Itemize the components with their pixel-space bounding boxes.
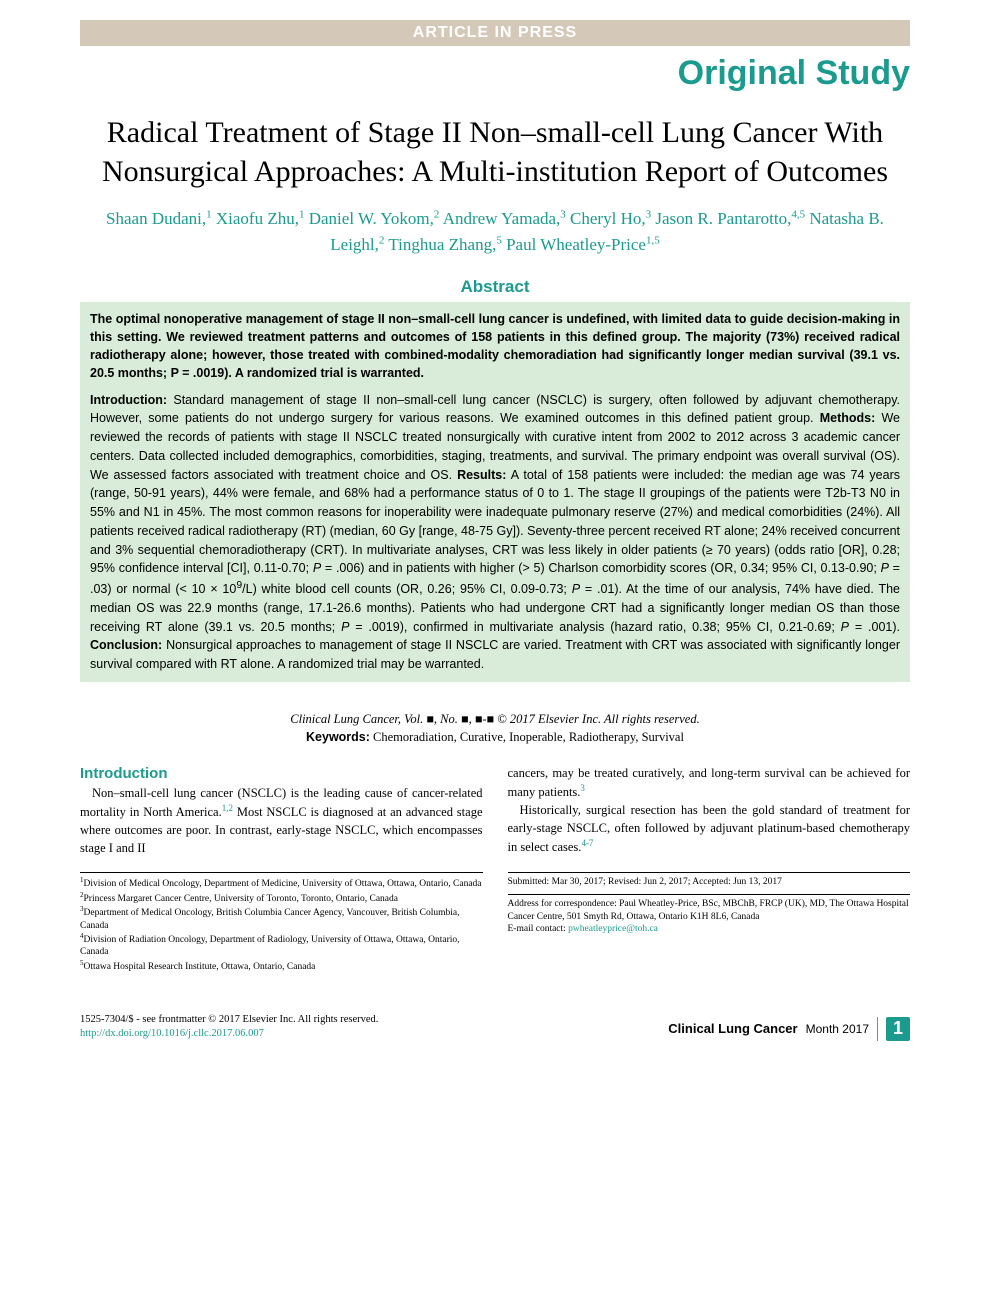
email-link[interactable]: pwheatleyprice@toh.ca xyxy=(568,924,658,934)
authors-list: Shaan Dudani,1 Xiaofu Zhu,1 Daniel W. Yo… xyxy=(0,206,990,277)
page-footer: 1525-7304/$ - see frontmatter © 2017 Els… xyxy=(0,973,990,1060)
affil-1: 1Division of Medical Oncology, Departmen… xyxy=(80,876,483,891)
divider xyxy=(508,872,911,873)
abstract-section: Abstract The optimal nonoperative manage… xyxy=(80,277,910,697)
body-columns: Introduction Non–small-cell lung cancer … xyxy=(0,765,990,857)
affil-3: 3Department of Medical Oncology, British… xyxy=(80,905,483,932)
original-study-text: Original Study xyxy=(678,54,910,92)
affiliations-block: 1Division of Medical Oncology, Departmen… xyxy=(0,872,990,973)
keywords-line: Keywords: Chemoradiation, Curative, Inop… xyxy=(0,730,990,765)
affiliations-left: 1Division of Medical Oncology, Departmen… xyxy=(80,872,483,973)
correspondence-address: Address for correspondence: Paul Wheatle… xyxy=(508,898,911,923)
left-column: Introduction Non–small-cell lung cancer … xyxy=(80,765,483,857)
introduction-heading: Introduction xyxy=(80,765,483,785)
abstract-summary: The optimal nonoperative management of s… xyxy=(80,302,910,391)
journal-date: Month 2017 xyxy=(806,1022,869,1036)
email-line: E-mail contact: pwheatleyprice@toh.ca xyxy=(508,923,911,935)
doi-link[interactable]: http://dx.doi.org/10.1016/j.cllc.2017.06… xyxy=(80,1027,378,1041)
footer-right: Clinical Lung Cancer Month 2017 1 xyxy=(668,1017,910,1041)
journal-name: Clinical Lung Cancer xyxy=(668,1021,797,1036)
divider-icon xyxy=(877,1017,878,1041)
abstract-heading: Abstract xyxy=(80,277,910,302)
keywords-text: Chemoradiation, Curative, Inoperable, Ra… xyxy=(373,730,684,744)
footer-left: 1525-7304/$ - see frontmatter © 2017 Els… xyxy=(80,1013,378,1040)
divider xyxy=(80,872,483,873)
intro-para-3: Historically, surgical resection has bee… xyxy=(508,802,911,857)
intro-para-2: cancers, may be treated curatively, and … xyxy=(508,765,911,802)
affil-5: 5Ottawa Hospital Research Institute, Ott… xyxy=(80,959,483,974)
article-title: Radical Treatment of Stage II Non–small-… xyxy=(0,113,990,206)
copyright-line: 1525-7304/$ - see frontmatter © 2017 Els… xyxy=(80,1013,378,1027)
affil-2: 2Princess Margaret Cancer Centre, Univer… xyxy=(80,891,483,906)
article-type-label: Original Study xyxy=(0,46,990,113)
page-number: 1 xyxy=(886,1017,910,1041)
abstract-body: Introduction: Standard management of sta… xyxy=(80,391,910,682)
affil-4: 4Division of Radiation Oncology, Departm… xyxy=(80,932,483,959)
citation-line: Clinical Lung Cancer, Vol. ■, No. ■, ■-■… xyxy=(0,697,990,730)
intro-para-1: Non–small-cell lung cancer (NSCLC) is th… xyxy=(80,785,483,857)
keywords-label: Keywords: xyxy=(306,730,370,744)
divider xyxy=(508,894,911,895)
submitted-dates: Submitted: Mar 30, 2017; Revised: Jun 2,… xyxy=(508,876,911,888)
affiliations-right: Submitted: Mar 30, 2017; Revised: Jun 2,… xyxy=(508,872,911,973)
article-in-press-banner: ARTICLE IN PRESS xyxy=(80,20,910,46)
right-column: cancers, may be treated curatively, and … xyxy=(508,765,911,857)
article-in-press-text: ARTICLE IN PRESS xyxy=(413,24,577,41)
email-label: E-mail contact: xyxy=(508,924,566,934)
